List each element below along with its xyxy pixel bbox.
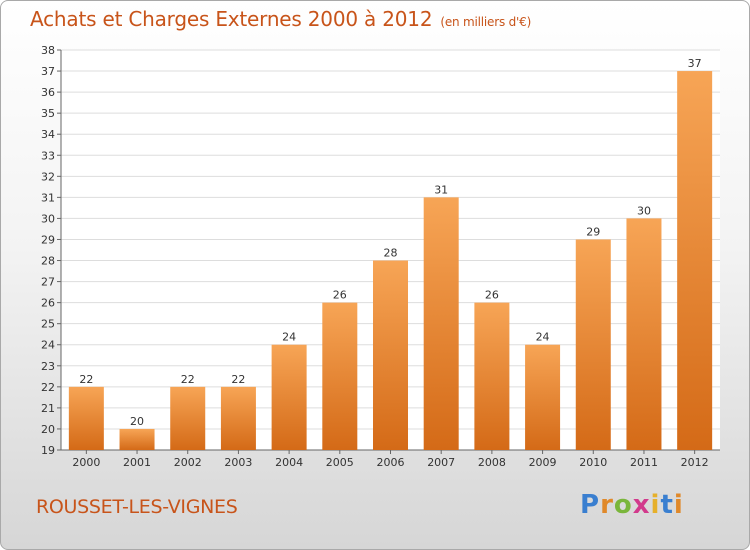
logo-letter: o xyxy=(613,490,633,520)
x-tick-label: 2005 xyxy=(326,456,354,469)
bar-value-label: 22 xyxy=(79,373,93,386)
x-tick-label: 2008 xyxy=(478,456,506,469)
bar-value-label: 29 xyxy=(586,225,600,238)
bar xyxy=(677,71,713,450)
commune-name: ROUSSET-LES-VIGNES xyxy=(36,496,238,518)
bar-value-label: 26 xyxy=(333,289,347,302)
chart-title: Achats et Charges Externes 2000 à 2012 (e… xyxy=(30,7,531,31)
logo-letter: i xyxy=(673,490,684,520)
y-tick-label: 34 xyxy=(41,128,55,141)
bar-value-label: 37 xyxy=(688,57,702,70)
logo-letter: r xyxy=(600,490,614,520)
y-tick-label: 29 xyxy=(41,233,55,246)
bar xyxy=(525,344,561,450)
y-tick-label: 21 xyxy=(41,402,55,415)
y-tick-label: 28 xyxy=(41,255,55,268)
bar xyxy=(575,239,611,450)
proxiti-logo: Proxiti xyxy=(580,490,684,520)
y-tick-label: 26 xyxy=(41,297,55,310)
y-tick-label: 33 xyxy=(41,149,55,162)
x-tick-label: 2000 xyxy=(72,456,100,469)
bar-value-label: 20 xyxy=(130,415,144,428)
x-tick-label: 2006 xyxy=(377,456,405,469)
y-tick-label: 37 xyxy=(41,65,55,78)
y-tick-label: 27 xyxy=(41,276,55,289)
y-tick-label: 30 xyxy=(41,212,55,225)
chart-title-text: Achats et Charges Externes 2000 à 2012 xyxy=(30,7,433,31)
logo-letter: t xyxy=(660,490,674,520)
logo-letter: i xyxy=(650,490,661,520)
bar xyxy=(220,386,256,450)
bar-value-label: 22 xyxy=(181,373,195,386)
bar xyxy=(68,386,104,450)
bar-value-label: 30 xyxy=(637,204,651,217)
bar xyxy=(119,428,155,450)
y-tick-label: 25 xyxy=(41,318,55,331)
bar-value-label: 22 xyxy=(231,373,245,386)
x-tick-label: 2007 xyxy=(427,456,455,469)
y-tick-label: 35 xyxy=(41,107,55,120)
x-tick-label: 2010 xyxy=(579,456,607,469)
chart-unit: (en milliers d'€) xyxy=(440,15,532,29)
bar-value-label: 31 xyxy=(434,183,448,196)
bar xyxy=(423,197,459,450)
bar xyxy=(373,260,408,450)
x-tick-label: 2003 xyxy=(224,456,252,469)
y-tick-label: 19 xyxy=(41,444,55,457)
bar-value-label: 28 xyxy=(384,247,398,260)
y-tick-label: 31 xyxy=(41,191,55,204)
bar xyxy=(626,218,662,450)
x-tick-label: 2012 xyxy=(681,456,709,469)
bar xyxy=(474,302,510,450)
logo-letter: x xyxy=(632,490,651,520)
bar-value-label: 24 xyxy=(282,331,296,344)
y-tick-label: 20 xyxy=(41,423,55,436)
bar-value-label: 24 xyxy=(536,331,550,344)
y-tick-label: 38 xyxy=(41,44,55,57)
bar xyxy=(170,386,206,450)
bar xyxy=(322,302,358,450)
logo-letter: P xyxy=(580,490,601,520)
y-tick-label: 24 xyxy=(41,339,55,352)
y-tick-label: 32 xyxy=(41,170,55,183)
bar xyxy=(271,344,307,450)
bar-value-label: 26 xyxy=(485,289,499,302)
y-tick-label: 36 xyxy=(41,86,55,99)
x-tick-label: 2004 xyxy=(275,456,303,469)
x-tick-label: 2002 xyxy=(174,456,202,469)
x-tick-label: 2011 xyxy=(630,456,658,469)
y-tick-label: 22 xyxy=(41,381,55,394)
y-tick-label: 23 xyxy=(41,360,55,373)
x-tick-label: 2001 xyxy=(123,456,151,469)
x-tick-label: 2009 xyxy=(529,456,557,469)
